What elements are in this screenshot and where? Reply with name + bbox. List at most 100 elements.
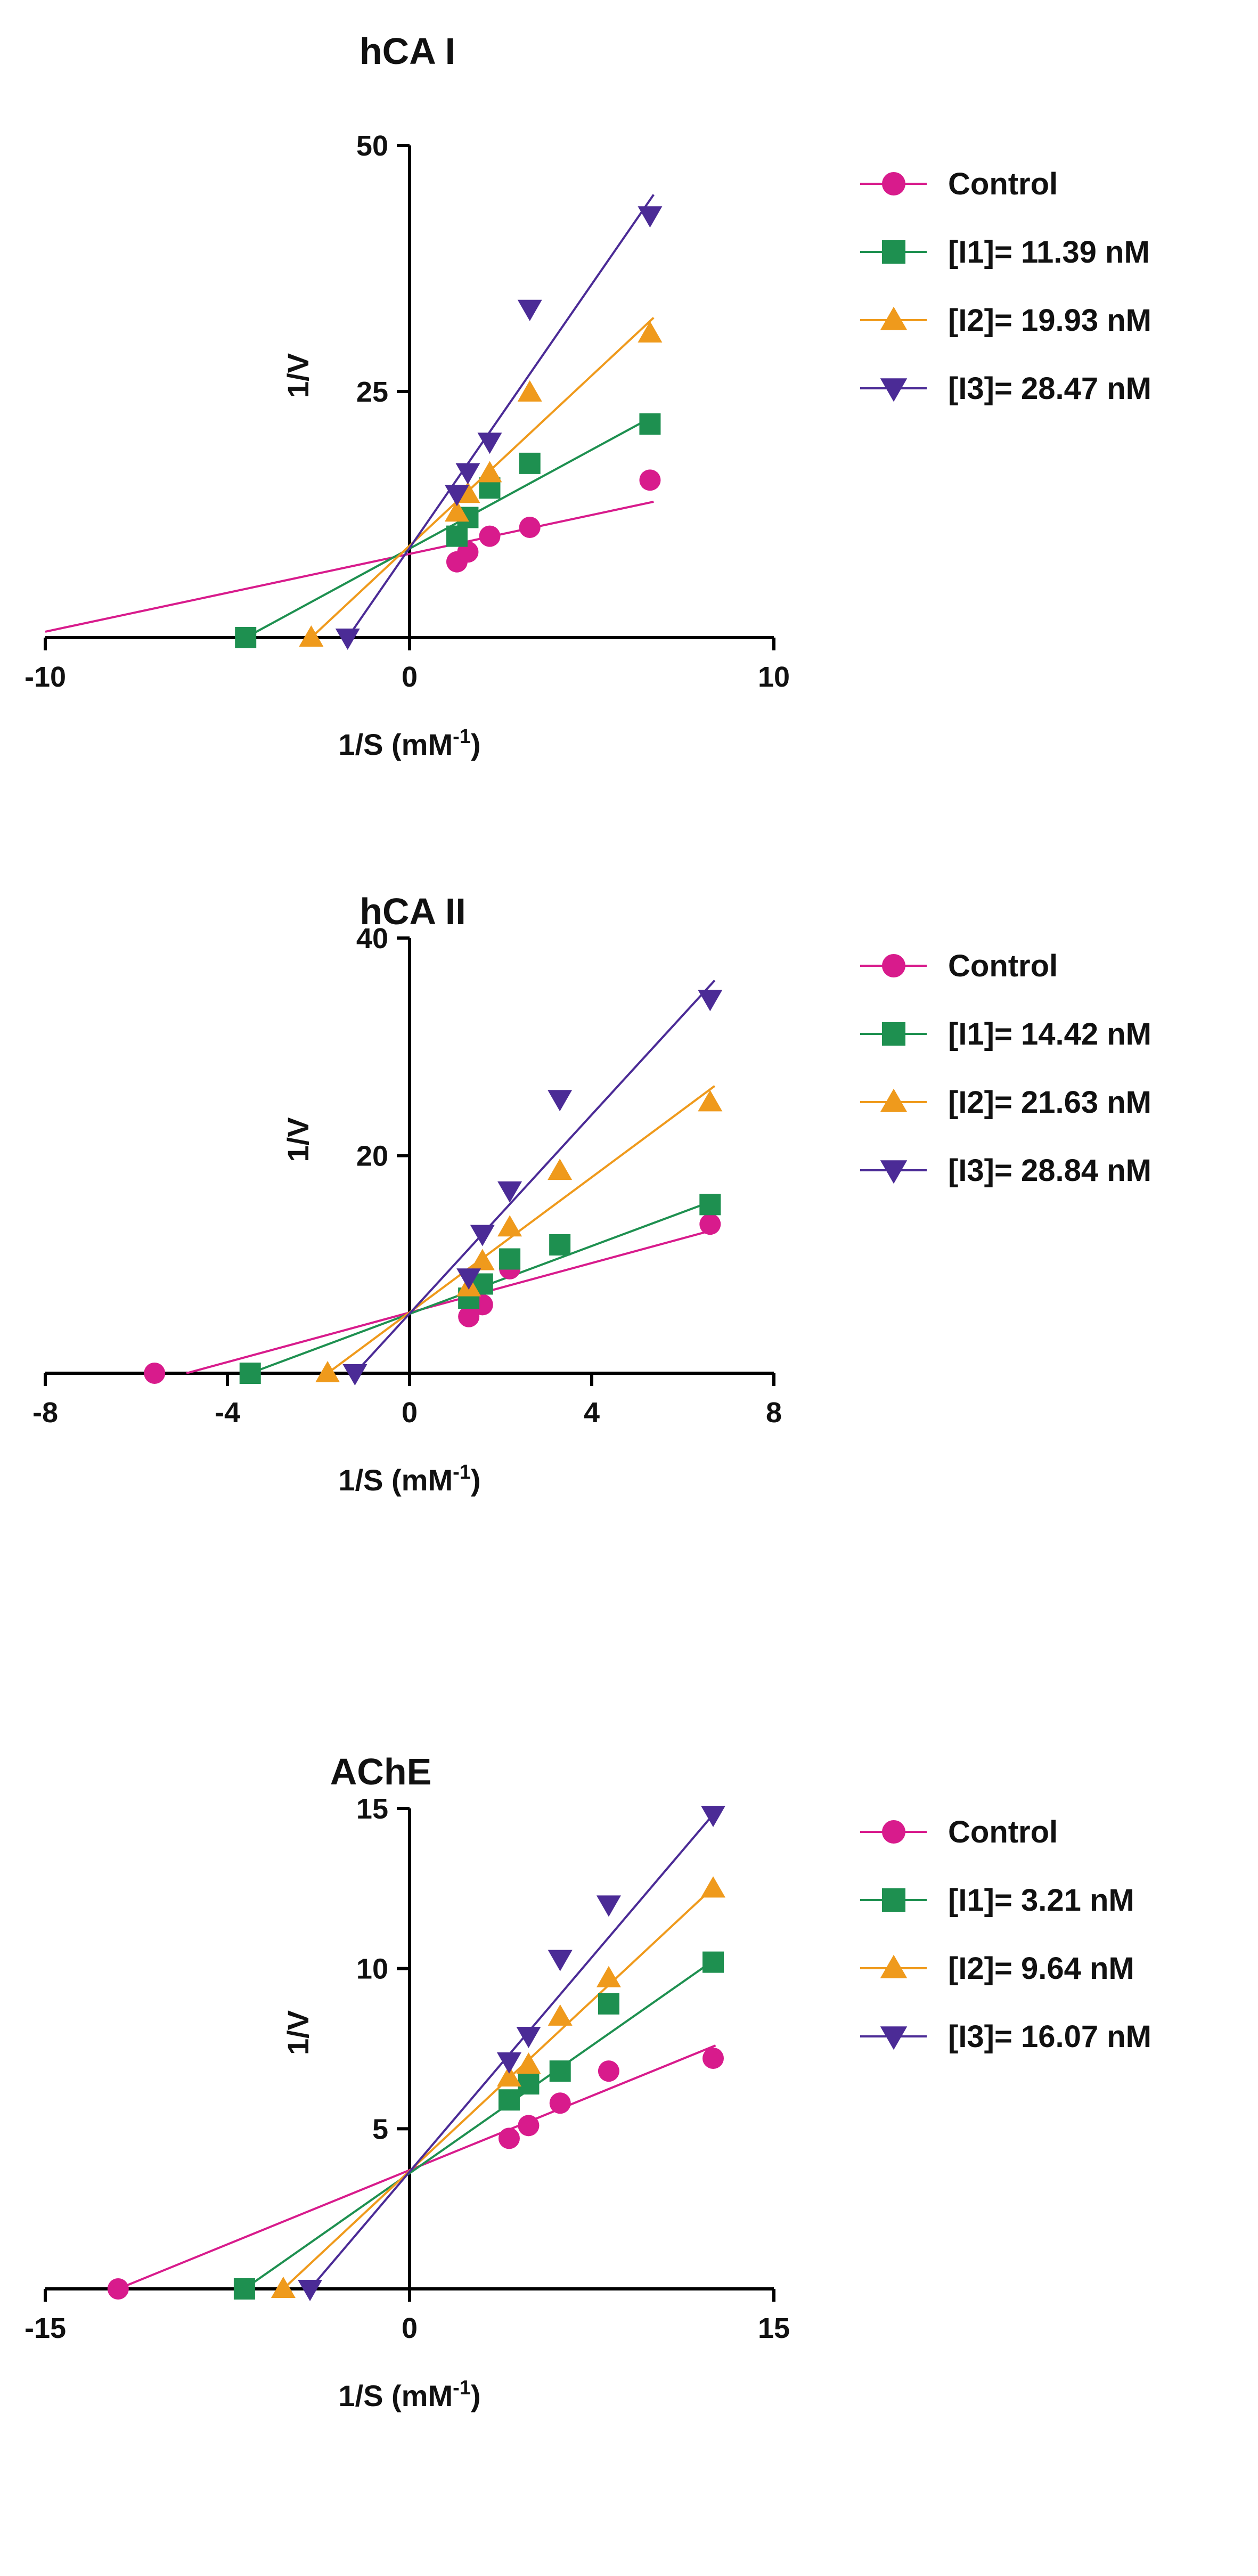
y-tick-label: 10 [356, 1953, 388, 1985]
legend-label: Control [948, 167, 1058, 201]
chart-panel-2: hCA II -8 -4 0 4 8 20 40 1/V 1/S (mM-1) Control [I1… [32, 891, 1151, 1497]
data-point [444, 485, 469, 507]
data-point [458, 1306, 480, 1327]
data-point [639, 469, 661, 491]
x-tick-label: -10 [24, 661, 66, 693]
data-point [470, 1225, 495, 1246]
data-point [639, 413, 661, 435]
data-point [516, 2052, 541, 2074]
data-point [497, 1181, 522, 1203]
data-point [479, 477, 501, 499]
x-tick-label: -4 [215, 1397, 240, 1429]
legend-label: [I3]= 28.84 nM [948, 1153, 1151, 1188]
data-point [701, 1806, 725, 1828]
data-point [517, 299, 542, 321]
series-2-points [235, 413, 661, 648]
legend-label: [I3]= 28.47 nM [948, 371, 1151, 406]
chart-title: hCA I [360, 30, 455, 72]
data-point [498, 2127, 520, 2149]
data-point [455, 463, 480, 485]
data-point [516, 2026, 541, 2048]
data-point [235, 627, 257, 648]
data-point [298, 2280, 323, 2301]
x-tick-label: -15 [24, 2312, 66, 2344]
series-3-points [315, 1090, 723, 1382]
data-point [519, 452, 541, 474]
data-point [549, 2060, 571, 2082]
series-2-points [239, 1194, 721, 1384]
legend-marker-square [882, 1888, 905, 1912]
y-tick-label: 5 [372, 2113, 388, 2145]
data-point [446, 525, 468, 547]
data-point [444, 500, 469, 522]
data-point [699, 1194, 721, 1216]
x-tick-label: 0 [402, 2312, 418, 2344]
x-tick-label: 0 [402, 1397, 418, 1429]
x-tick-label: 10 [758, 661, 790, 693]
y-tick-label: 25 [356, 376, 388, 408]
data-point [239, 1363, 261, 1384]
data-point [518, 2115, 540, 2137]
y-axis-label: 1/V [281, 1117, 315, 1162]
series-4-points [298, 1806, 725, 2301]
data-point [548, 1159, 573, 1180]
data-point [549, 1234, 571, 1256]
data-point [456, 1268, 481, 1290]
legend-marker-triangle-down [880, 378, 908, 402]
data-point [498, 2089, 520, 2111]
data-point [596, 1895, 621, 1917]
x-tick-label: -8 [32, 1397, 58, 1429]
data-point [477, 461, 502, 483]
data-point [471, 1273, 493, 1295]
series-1-points [144, 1213, 721, 1384]
data-point [233, 2278, 255, 2300]
data-point [549, 2092, 571, 2114]
data-point [518, 2073, 540, 2095]
legend-marker-circle [882, 954, 905, 977]
fit-line-series-4 [309, 1811, 717, 2290]
y-tick-label: 40 [356, 923, 388, 955]
data-point [499, 1248, 521, 1270]
fit-line-series-1 [45, 501, 654, 633]
data-point [638, 321, 663, 343]
legend-marker-triangle-up [880, 1954, 908, 1978]
legend-marker-triangle-up [880, 306, 908, 330]
data-point [702, 1951, 724, 1973]
fit-line-series-1 [186, 1228, 715, 1374]
legend-marker-triangle-down [880, 1160, 908, 1184]
data-point [497, 1215, 522, 1237]
y-tick-label: 15 [356, 1793, 388, 1825]
x-axis-label: 1/S (mM-1) [338, 725, 480, 761]
data-point [598, 1993, 619, 2015]
legend-marker-square [882, 240, 905, 264]
fit-line-series-2 [243, 1958, 716, 2290]
fit-line-series-4 [347, 194, 655, 639]
legend: Control [I1]= 11.39 nM [I2]= 19.93 nM [I3]=… [860, 167, 1151, 406]
series-3-points [271, 1876, 725, 2298]
legend-label: [I2]= 9.64 nM [948, 1951, 1134, 1986]
data-point [698, 1090, 723, 1112]
data-point [698, 990, 723, 1012]
data-point [496, 2052, 521, 2074]
x-axis-label: 1/S (mM-1) [338, 1461, 480, 1497]
data-point [519, 517, 541, 539]
x-tick-label: 0 [402, 661, 418, 693]
legend-marker-circle [882, 172, 905, 195]
series-4-points [342, 990, 723, 1385]
data-point [598, 2060, 619, 2082]
legend: Control [I1]= 3.21 nM [I2]= 9.64 nM [I3]= 1… [860, 1815, 1151, 2054]
chart-panel-1: hCA I -10 0 10 25 50 1/V 1/S (mM-1) Control [I1]=… [24, 30, 1151, 761]
chart-title: hCA II [360, 891, 466, 932]
legend-label: [I1]= 3.21 nM [948, 1883, 1134, 1918]
data-point [517, 380, 542, 402]
data-point [479, 525, 501, 547]
data-point [548, 1090, 573, 1112]
legend-label: Control [948, 1815, 1058, 1849]
legend-label: [I3]= 16.07 nM [948, 2019, 1151, 2054]
fit-line-series-3 [282, 1884, 716, 2290]
chart-panel-3: AChE -15 0 15 5 10 15 1/V 1/S (mM-1) Control [I1]=… [24, 1751, 1151, 2412]
data-point [342, 1364, 367, 1385]
legend-marker-triangle-down [880, 2026, 908, 2050]
data-point [470, 1249, 495, 1270]
